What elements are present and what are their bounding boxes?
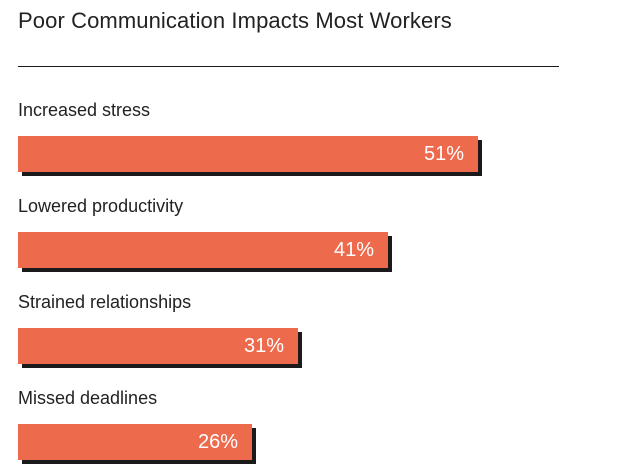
bar-track: 31% (18, 328, 559, 372)
bar-row: Increased stress 51% (18, 100, 559, 190)
bar-row: Missed deadlines 26% (18, 388, 559, 476)
bar-row: Strained relationships 31% (18, 292, 559, 382)
bar-value-label: 31% (243, 335, 284, 357)
category-label: Increased stress (18, 100, 151, 120)
bar: 41% (18, 232, 388, 268)
bar-row: Lowered productivity 41% (18, 196, 559, 286)
category-label: Lowered productivity (18, 196, 184, 216)
chart-title: Poor Communication Impacts Most Workers (18, 8, 452, 33)
bar-track: 26% (18, 424, 559, 468)
bar-track: 41% (18, 232, 559, 276)
bar: 31% (18, 328, 298, 364)
bar-value-label: 41% (333, 239, 374, 261)
bar-track: 51% (18, 136, 559, 180)
bar: 51% (18, 136, 478, 172)
bar-value-label: 26% (197, 431, 238, 453)
category-label: Missed deadlines (18, 388, 158, 408)
bar: 26% (18, 424, 252, 460)
title-divider (18, 66, 559, 67)
bar-value-label: 51% (423, 143, 464, 165)
category-label: Strained relationships (18, 292, 192, 312)
